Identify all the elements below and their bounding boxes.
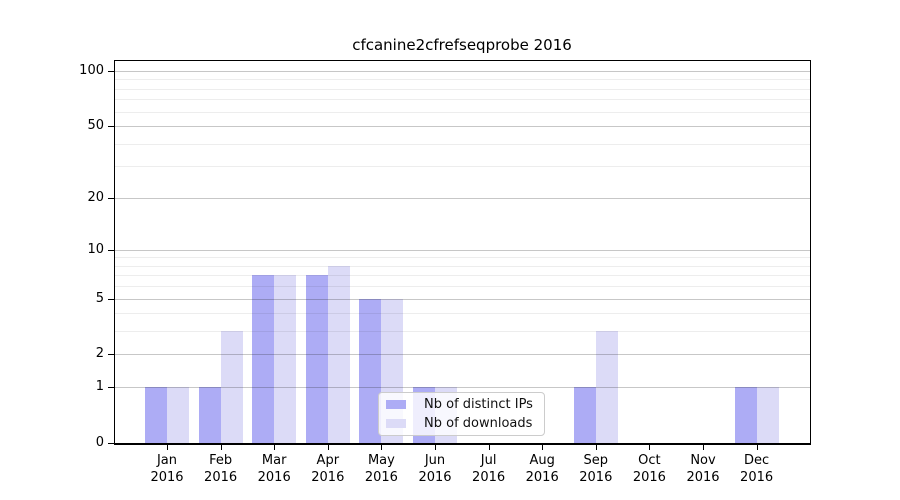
bar-downloads [220,331,243,443]
major-gridline [114,126,810,128]
minor-gridline [114,99,810,101]
x-tick-label: Aug 2016 [525,453,559,485]
downloads-swatch-icon [386,419,406,428]
legend: Nb of distinct IPs Nb of downloads [378,392,545,436]
x-tick-mark [435,445,436,450]
major-gridline [114,354,810,356]
x-tick-mark [220,445,222,450]
x-tick-mark [274,445,276,450]
x-tick-mark [542,445,544,450]
legend-item-distinct-ips: Nb of distinct IPs [386,397,538,413]
y-tick-mark [108,443,114,444]
y-tick-mark [108,298,114,300]
bar-distinct-ips [252,275,275,443]
minor-gridline [114,265,810,267]
x-tick-label: Nov 2016 [686,453,720,485]
x-tick-mark [756,445,758,450]
x-tick-mark [167,445,168,450]
x-tick-label: Dec 2016 [740,453,774,485]
y-tick-label: 5 [95,290,104,306]
bar-downloads [595,331,618,443]
bar-downloads [274,275,297,443]
x-tick-mark [488,445,490,450]
minor-gridline [114,286,810,288]
bar-distinct-ips [198,387,221,443]
minor-gridline [114,331,810,333]
x-tick-label: Feb 2016 [204,453,238,485]
bar-downloads [327,265,350,443]
minor-gridline [114,166,810,168]
minor-gridline [114,313,810,315]
minor-gridline [114,143,810,145]
bar-distinct-ips [145,387,167,443]
x-tick-mark [649,445,651,450]
x-tick-label: Jan 2016 [150,453,184,485]
right-spine [810,60,811,445]
bar-distinct-ips [305,275,328,443]
y-tick-mark [108,249,114,251]
x-tick-label: Sep 2016 [579,453,613,485]
top-spine [114,60,811,61]
x-tick-mark [595,445,597,450]
y-tick-label: 10 [87,241,104,257]
y-tick-label: 1 [95,379,104,395]
y-tick-mark [108,197,114,199]
minor-gridline [114,111,810,113]
x-tick-mark [703,445,704,450]
bar-downloads [167,387,189,443]
distinct-ips-swatch-icon [386,400,406,409]
x-tick-label: Jul 2016 [472,453,506,485]
bar-distinct-ips [573,387,596,443]
major-gridline [114,70,810,72]
x-tick-label: Mar 2016 [257,453,291,485]
y-tick-label: 2 [95,346,104,362]
major-gridline [114,249,810,251]
y-tick-mark [108,387,114,389]
minor-gridline [114,79,810,81]
major-gridline [114,298,810,300]
y-tick-mark [108,126,114,128]
y-tick-label: 100 [79,62,104,78]
chart-title: cfcanine2cfrefseqprobe 2016 [352,36,572,54]
legend-label: Nb of distinct IPs [424,396,533,412]
bottom-spine [114,443,811,445]
legend-label: Nb of downloads [424,415,533,431]
minor-gridline [114,275,810,277]
x-tick-label: Oct 2016 [632,453,666,485]
x-tick-label: Apr 2016 [311,453,345,485]
y-tick-label: 20 [87,189,104,205]
major-gridline [114,197,810,199]
minor-gridline [114,88,810,90]
x-tick-label: Jun 2016 [418,453,452,485]
bar-downloads [756,387,779,443]
x-tick-mark [381,445,383,450]
y-tick-label: 0 [95,435,104,450]
bar-distinct-ips [734,387,757,443]
y-tick-label: 50 [87,118,104,134]
legend-item-downloads: Nb of downloads [386,416,538,432]
x-tick-mark [327,445,329,450]
bar-distinct-ips [359,298,382,443]
x-tick-label: May 2016 [364,453,398,485]
y-tick-mark [108,70,114,72]
plot-area [114,60,810,443]
y-tick-mark [108,354,114,356]
left-spine [114,60,115,445]
minor-gridline [114,257,810,259]
